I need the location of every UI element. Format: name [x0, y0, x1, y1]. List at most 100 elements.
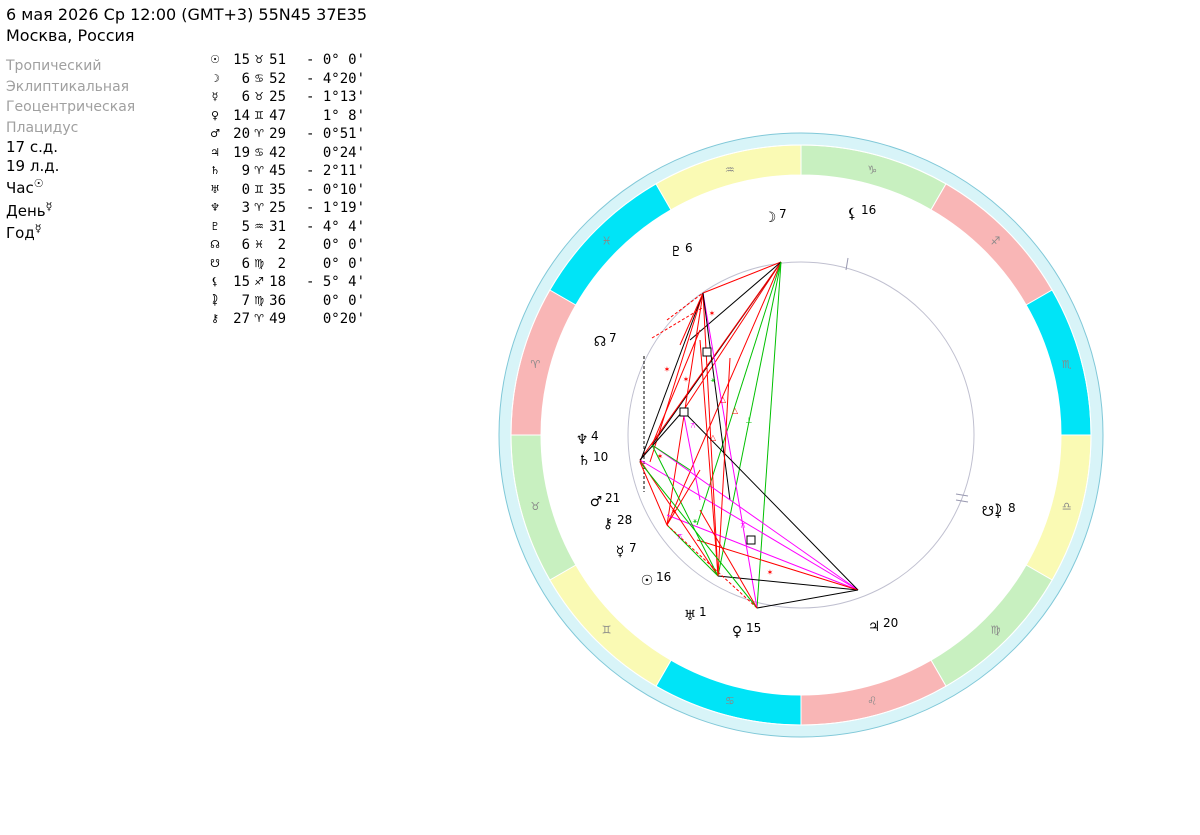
planet-sign: ♉	[254, 53, 264, 66]
planet-degree: 1	[699, 605, 707, 619]
planet-glyph: ♆	[210, 201, 220, 214]
planet-minutes: 47	[269, 107, 286, 124]
aspect-symbol: ✶	[709, 309, 716, 318]
aspect-line	[682, 410, 859, 591]
aspect-line	[639, 261, 782, 461]
planet-glyph: ⚸	[847, 206, 857, 222]
zodiac-sign-glyph: ♈	[530, 358, 540, 371]
aspect-line	[756, 261, 782, 609]
planet-degree: 6	[241, 237, 250, 253]
planet-degree: 14	[233, 107, 250, 124]
planet-sign: ♍	[254, 293, 264, 307]
planet-sign: ♈	[254, 312, 264, 325]
planet-degree: 27	[233, 311, 250, 327]
inner-circle	[627, 261, 975, 609]
aspect-symbol: ⚹	[693, 516, 698, 525]
planet-minutes: 31	[269, 218, 286, 235]
planet-minutes: 35	[269, 181, 286, 198]
zodiac-sign-glyph: ♊	[602, 623, 612, 636]
aspect-line	[682, 410, 701, 501]
chart-location: Москва, Россия	[6, 26, 135, 45]
planet-degree: 10	[593, 450, 608, 464]
planet-declination: 0° 0'	[306, 292, 366, 309]
aspect-symbol: ⊥	[746, 416, 753, 425]
planet-minutes: 51	[269, 52, 286, 68]
planet-label-neptune: ♆ 4	[576, 429, 599, 448]
aspect-line	[639, 461, 668, 526]
zodiac-sign-glyph: ♒	[725, 163, 735, 176]
planet-declination: - 0°10'	[306, 181, 366, 198]
aspect-line	[651, 444, 719, 577]
aspect-symbol: △	[732, 406, 739, 415]
planet-declination: 0°24'	[306, 144, 366, 161]
planet-degree: 16	[861, 203, 876, 217]
planet-glyph: ☋	[210, 256, 220, 270]
planet-glyph: ♄	[578, 453, 591, 469]
planet-row-pluto: ♇ 5 ♒ 31 - 4° 4'	[208, 218, 398, 237]
inner-tick	[845, 257, 849, 271]
planet-sign: ♈	[254, 164, 264, 177]
aspect-line	[666, 261, 782, 526]
aspect-line	[699, 509, 758, 609]
planet-sign: ♐	[254, 275, 264, 288]
planet-glyph: ☿	[211, 90, 219, 103]
planet-degree: 15	[233, 52, 250, 68]
aspect-symbol: ✶	[683, 375, 690, 384]
inner-tick	[955, 499, 969, 503]
planet-row-chiron: ⚷ 27 ♈ 49 0°20'	[208, 310, 398, 329]
planet-degree: 6	[241, 70, 250, 87]
planet-degree: 7	[779, 207, 787, 221]
planet-declination: 0° 0'	[306, 237, 366, 253]
planet-declination: - 0°51'	[306, 126, 366, 142]
planet-label-sun: ☉ 16	[641, 570, 672, 589]
aspect-square-marker	[679, 407, 689, 417]
zodiac-sign-glyph: ♏	[1062, 358, 1072, 371]
info-star-day: 17 с.д.	[6, 138, 59, 156]
planet-glyph: ☽	[764, 210, 777, 226]
aspect-line	[651, 329, 701, 446]
setting-house-system: Плацидус	[6, 119, 79, 136]
planet-declination: - 5° 4'	[306, 274, 366, 290]
planet-degree: 16	[656, 570, 671, 584]
planet-glyph: ☿	[616, 544, 625, 560]
zodiac-sign-glyph: ♑	[867, 163, 877, 176]
aspect-line	[639, 292, 704, 463]
aspect-line	[666, 524, 758, 609]
planet-row-selena: ⯝ 7 ♍ 36 0° 0'	[208, 292, 398, 311]
planet-degree: 7	[629, 541, 637, 555]
planet-degree: 5	[241, 218, 250, 235]
planet-glyph: ♇	[210, 219, 220, 233]
planet-minutes: 18	[269, 274, 286, 290]
planet-declination: - 2°11'	[306, 163, 366, 179]
planet-sign: ♊	[254, 182, 264, 196]
setting-center: Геоцентрическая	[6, 99, 136, 115]
planet-label-south-node-selena: ☋⯝ 8	[982, 501, 1016, 520]
aspect-line	[639, 459, 719, 577]
setting-coordinates: Эклиптикальная	[6, 78, 130, 95]
planet-glyph: ☉	[641, 573, 654, 589]
planet-glyph: ♂	[590, 494, 603, 510]
planet-label-lilith: ⚸ 16	[847, 203, 876, 222]
planet-glyph: ♅	[210, 182, 220, 196]
aspect-line	[666, 469, 701, 526]
planet-minutes: 42	[269, 144, 286, 161]
aspect-line	[696, 539, 859, 591]
zodiac-sign-glyph: ♓	[602, 235, 612, 248]
planet-label-saturn: ♄ 10	[578, 450, 609, 469]
info-hour-ruler: Час☉	[6, 177, 44, 197]
planet-degree: 8	[1008, 501, 1016, 515]
planet-degree: 21	[605, 491, 620, 505]
planet-row-mercury: ☿ 6 ♉ 25 - 1°13'	[208, 88, 398, 107]
planet-glyph: ♂	[210, 127, 220, 140]
planet-glyph: ☊	[594, 334, 606, 350]
aspect-line	[639, 461, 758, 609]
aspect-line	[702, 292, 731, 501]
planet-sign: ♈	[254, 127, 264, 140]
planet-positions-table: ☉ 15 ♉ 51- 0° 0' ☽ 6 ♋ 52- 4°20' ☿ 6 ♉ 25- 1°13' ♀ 14…	[208, 51, 398, 329]
planet-glyph: ☽	[210, 71, 220, 85]
planet-declination: 0°20'	[306, 311, 366, 327]
zodiac-sign-glyph: ♉	[530, 500, 540, 513]
planet-degree: 15	[233, 274, 250, 290]
planet-minutes: 36	[269, 292, 286, 309]
planet-sign: ♋	[254, 71, 264, 85]
